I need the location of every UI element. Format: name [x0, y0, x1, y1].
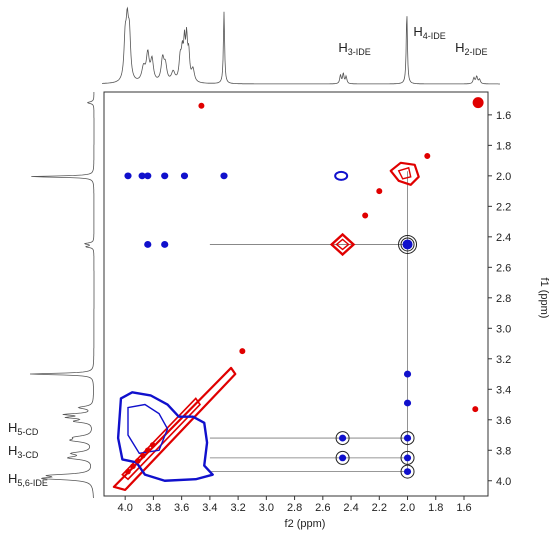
y-tick-label: 4.0 [496, 476, 511, 488]
peak-highlight-circle [400, 464, 415, 479]
f2-1d-projection [102, 6, 500, 85]
f1-1d-projection [29, 92, 95, 498]
negative-peak [376, 188, 383, 195]
peak-label: H4-IDE [413, 24, 445, 41]
negative-peak [198, 102, 205, 109]
positive-cross-peak [124, 172, 132, 180]
f2-axis-ticks: 4.0 3.8 3.6 3.4 3.2 3.0 2.8 2.6 2.4 2.2 2.0 1.8 1.6 [118, 496, 472, 514]
positive-cross-peak [161, 241, 169, 248]
y-tick-label: 1.6 [496, 110, 511, 122]
positive-cross-peak [402, 239, 413, 250]
positive-cross-peak [180, 172, 189, 180]
x-tick-label: 1.8 [428, 502, 443, 514]
positive-cross-peak [338, 454, 347, 462]
peak-label: H3-IDE [338, 40, 370, 57]
peak-highlight-circle [335, 431, 350, 446]
y-tick-label: 2.0 [496, 171, 511, 183]
negative-peak [362, 212, 369, 219]
peak-label: H5,6-IDE [8, 471, 48, 488]
y-tick-label: 2.4 [496, 232, 511, 244]
y-tick-label: 2.2 [496, 201, 511, 213]
positive-cross-peak [403, 370, 412, 378]
positive-cross-peak [144, 241, 152, 248]
f1-projection-trace [29, 92, 95, 498]
negative-peak [144, 447, 151, 454]
negative-peak [424, 153, 431, 160]
negative-peak [397, 166, 412, 180]
plot-frame [103, 91, 489, 497]
negative-peak [329, 232, 356, 257]
x-tick-label: 2.4 [343, 502, 358, 514]
positive-cross-peak [338, 434, 347, 442]
peak-label: H2-IDE [455, 40, 487, 57]
positive-cross-peak [403, 454, 412, 462]
peak-highlight-circle [400, 237, 415, 252]
x-tick-label: 2.6 [315, 502, 330, 514]
y-tick-label: 1.8 [496, 140, 511, 152]
x-tick-label: 2.0 [400, 502, 415, 514]
peak-labels: H3-IDE H4-IDE H2-IDE H5-CD H3-CD H5,6-IDE [8, 24, 487, 488]
x-tick-label: 3.2 [230, 502, 245, 514]
x-tick-label: 3.0 [259, 502, 274, 514]
y-tick-label: 3.2 [496, 354, 511, 366]
negative-peak [239, 348, 246, 355]
sugar-region-contour [116, 391, 214, 482]
contour-peaks [112, 97, 484, 492]
x-tick-label: 2.2 [372, 502, 387, 514]
x-tick-label: 3.8 [146, 502, 161, 514]
x-tick-label: 4.0 [118, 502, 133, 514]
negative-peak [389, 161, 420, 186]
x-tick-label: 3.6 [174, 502, 189, 514]
negative-peak [472, 406, 479, 413]
peak-highlight-circle [398, 234, 418, 254]
negative-peak [130, 463, 136, 470]
y-tick-label: 3.0 [496, 323, 511, 335]
f1-axis-ticks: 1.6 1.8 2.0 2.2 2.4 2.6 2.8 3.0 3.2 3.4 3.6 3.8 4.0 [488, 110, 511, 488]
positive-cross-peak [403, 468, 412, 476]
diagonal-ridge-contour [112, 366, 237, 492]
positive-cross-peak [220, 172, 228, 180]
y-tick-label: 2.8 [496, 293, 511, 305]
positive-cross-peak [144, 172, 152, 180]
peak-highlight-circle [335, 450, 350, 465]
positive-cross-peak [403, 399, 412, 407]
positive-cross-peak [334, 170, 349, 181]
peak-label: H3-CD [8, 443, 39, 460]
positive-cross-peak [138, 172, 146, 180]
negative-peak [135, 458, 141, 464]
correlation-guide-lines [209, 171, 408, 473]
y-tick-label: 2.6 [496, 262, 511, 274]
x-tick-label: 1.6 [456, 502, 471, 514]
negative-peak [149, 442, 156, 448]
x-tick-label: 3.4 [202, 502, 217, 514]
peak-highlight-circle [400, 431, 415, 446]
x-axis-label: f2 (ppm) [285, 518, 326, 530]
f2-projection-trace [102, 6, 500, 85]
x-tick-label: 2.8 [287, 502, 302, 514]
sugar-region-contour [127, 403, 169, 455]
y-tick-label: 3.6 [496, 415, 511, 427]
negative-peak [140, 452, 146, 459]
peak-highlight-circle [400, 450, 415, 465]
positive-cross-peak [403, 434, 412, 442]
peak-label: H5-CD [8, 420, 39, 437]
positive-cross-peak [161, 172, 169, 180]
negative-peak [472, 97, 484, 109]
negative-peak [125, 468, 131, 475]
y-tick-label: 3.8 [496, 445, 511, 457]
negative-peak [335, 238, 350, 251]
y-axis-label: f1 (ppm) [538, 278, 550, 319]
y-tick-label: 3.4 [496, 384, 511, 396]
diagonal-ridge-contour [121, 397, 202, 481]
